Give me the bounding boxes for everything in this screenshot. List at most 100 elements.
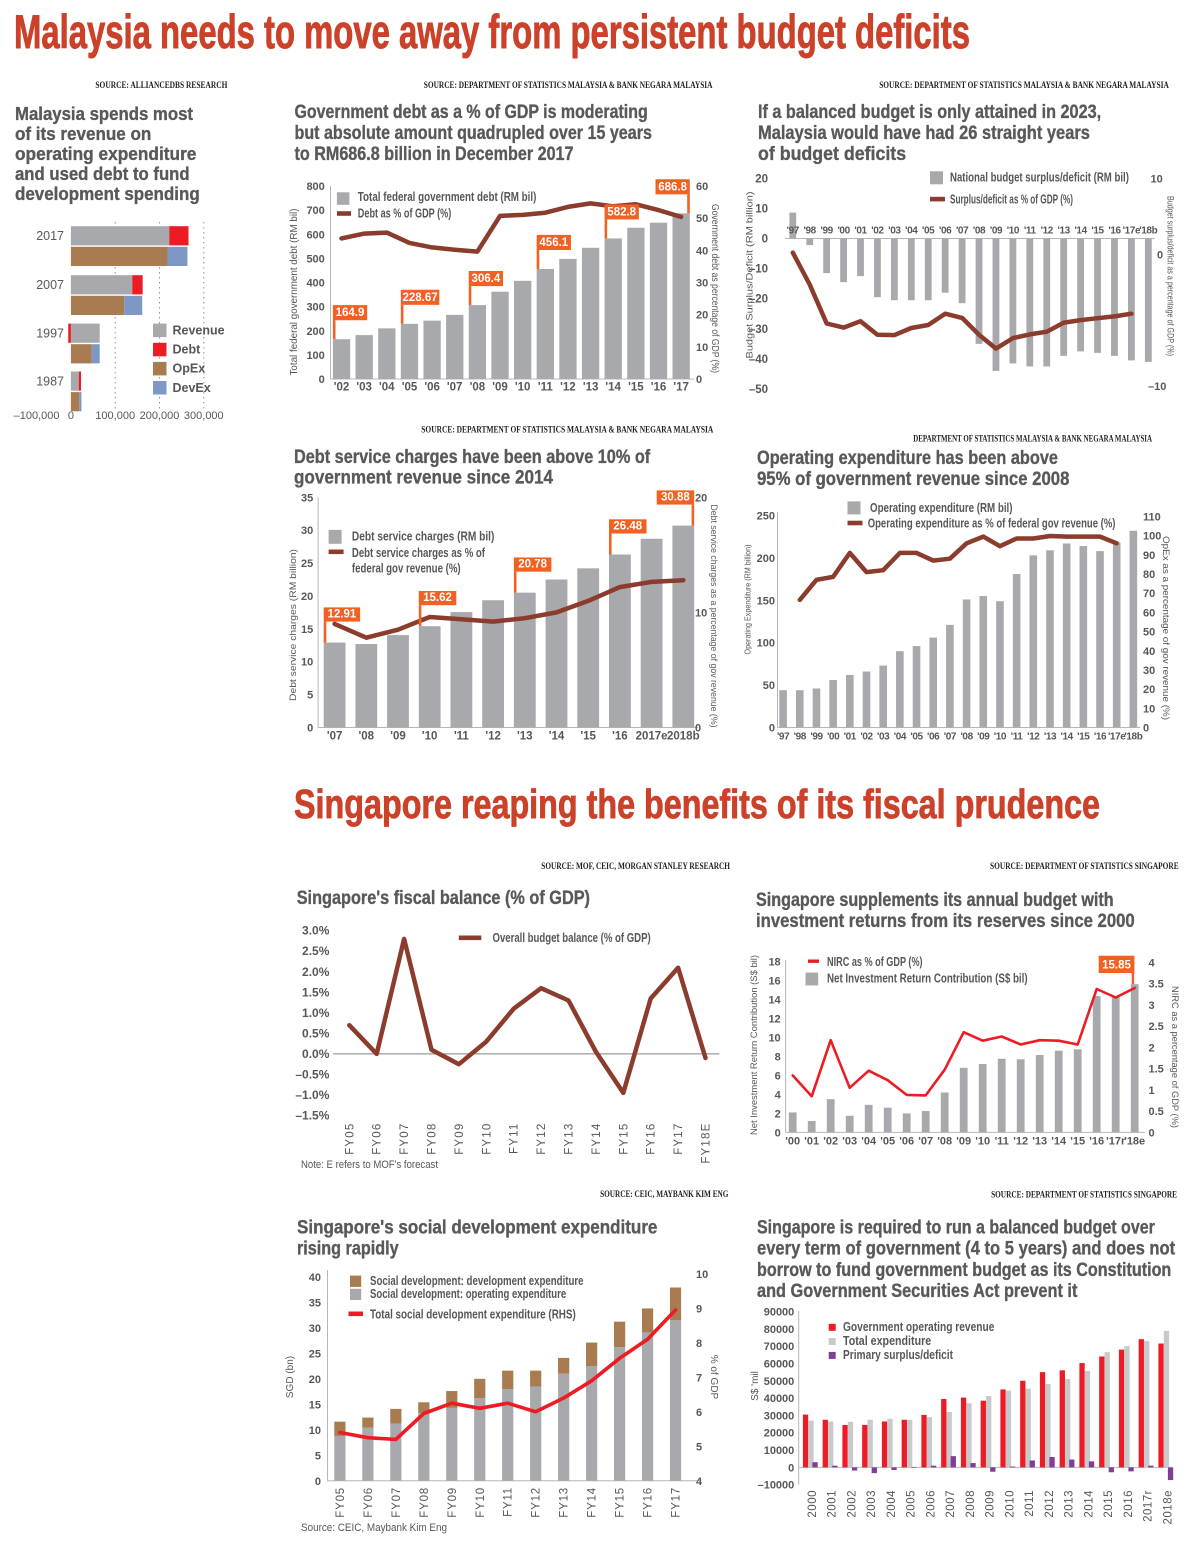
svg-text:FY08: FY08 (419, 1487, 431, 1518)
svg-text:'16: '16 (651, 382, 667, 394)
svg-text:'10: '10 (975, 1136, 990, 1148)
svg-text:'05: '05 (922, 226, 935, 237)
svg-text:'97: '97 (787, 226, 800, 237)
svg-text:–0.5%: –0.5% (295, 1067, 329, 1081)
svg-text:–50: –50 (749, 384, 768, 396)
svg-text:'13: '13 (1044, 732, 1057, 743)
svg-text:FY10: FY10 (481, 1123, 493, 1155)
svg-text:'10: '10 (422, 731, 438, 743)
svg-text:12: 12 (768, 1013, 780, 1025)
svg-text:NIRC as a percentage of GDP (%: NIRC as a percentage of GDP (%) (1169, 986, 1180, 1128)
svg-text:FY06: FY06 (372, 1123, 384, 1155)
svg-text:Debt service charges (RM billi: Debt service charges (RM billion) (288, 549, 299, 701)
svg-text:'15: '15 (1070, 1136, 1085, 1148)
svg-text:1.5%: 1.5% (302, 985, 330, 999)
svg-text:0: 0 (1157, 250, 1163, 262)
svg-text:'08: '08 (937, 1136, 952, 1148)
svg-text:Source: CEIC, Maybank Kim Eng: Source: CEIC, Maybank Kim Eng (301, 1522, 447, 1534)
svg-text:FY08: FY08 (427, 1123, 439, 1155)
svg-text:FY12: FY12 (531, 1487, 543, 1518)
svg-text:operating expenditure: operating expenditure (15, 143, 196, 164)
svg-text:Social development: operating: Social development: operating expenditur… (370, 1287, 566, 1301)
svg-text:every term of government (4 to: every term of government (4 to 5 years) … (757, 1239, 1176, 1260)
svg-text:government revenue since 2014: government revenue since 2014 (294, 468, 553, 489)
svg-text:'07: '07 (918, 1136, 933, 1148)
svg-text:Net Investment Return Contribu: Net Investment Return Contribution (S$ b… (827, 972, 1028, 986)
svg-text:FY18E: FY18E (701, 1123, 713, 1164)
svg-text:90000: 90000 (764, 1307, 795, 1319)
svg-text:14: 14 (768, 994, 781, 1006)
svg-text:FY11: FY11 (509, 1123, 521, 1154)
svg-text:borrow to fund government budg: borrow to fund government budget as its … (757, 1260, 1171, 1281)
svg-text:10: 10 (1151, 173, 1163, 185)
svg-text:7: 7 (696, 1372, 702, 1384)
svg-text:2.5: 2.5 (1149, 1021, 1164, 1033)
svg-text:Net Investment Return Contribu: Net Investment Return Contribution (S$ b… (749, 955, 760, 1135)
svg-text:'09: '09 (956, 1136, 971, 1148)
svg-text:Operating expenditure has been: Operating expenditure has been above (757, 448, 1058, 469)
svg-text:Budget Surplus/Deficit (RM bil: Budget Surplus/Deficit (RM billion) (745, 192, 756, 359)
svg-text:'00: '00 (785, 1136, 800, 1148)
svg-text:0: 0 (1143, 723, 1149, 735)
svg-text:'09: '09 (977, 732, 990, 743)
svg-text:SOURCE: DEPARTMENT OF STATISTI: SOURCE: DEPARTMENT OF STATISTICS MALAYSI… (421, 424, 713, 434)
svg-text:2009: 2009 (985, 1490, 997, 1518)
svg-text:of budget deficits: of budget deficits (758, 144, 906, 165)
svg-text:'03: '03 (842, 1136, 857, 1148)
svg-text:2006: 2006 (925, 1490, 937, 1518)
svg-text:80000: 80000 (764, 1324, 795, 1336)
svg-text:OpEx: OpEx (173, 362, 206, 376)
svg-text:Total federal government debt: Total federal government debt (RM bil) (358, 190, 537, 204)
svg-text:'11: '11 (1011, 732, 1024, 743)
svg-text:'11: '11 (995, 1136, 1009, 1148)
svg-text:110: 110 (1143, 512, 1161, 524)
svg-text:'16: '16 (1108, 226, 1121, 237)
svg-text:0: 0 (68, 410, 74, 422)
svg-text:400: 400 (306, 278, 324, 290)
svg-text:'17e: '17e (1123, 226, 1141, 237)
svg-text:OpEx as a percentage of gov r: OpEx as a percentage of gov revenue (%) (1160, 536, 1171, 720)
svg-text:'03: '03 (356, 382, 372, 394)
svg-text:Debt: Debt (173, 343, 202, 357)
svg-text:'14: '14 (1061, 732, 1074, 743)
svg-text:FY09: FY09 (447, 1487, 459, 1518)
svg-text:'02: '02 (334, 382, 350, 394)
svg-text:16: 16 (768, 975, 780, 987)
svg-text:60: 60 (696, 181, 708, 193)
svg-text:40: 40 (1143, 646, 1155, 658)
svg-text:FY11: FY11 (503, 1487, 515, 1517)
svg-text:Revenue: Revenue (173, 323, 225, 337)
svg-text:10000: 10000 (764, 1445, 795, 1457)
svg-text:'04: '04 (379, 382, 395, 394)
svg-text:'15: '15 (1077, 732, 1090, 743)
svg-text:'18b: '18b (1139, 226, 1157, 237)
svg-text:Singapore's fiscal balance (%: Singapore's fiscal balance (% of GDP) (297, 888, 590, 909)
svg-text:'08: '08 (973, 226, 986, 237)
svg-text:2017: 2017 (36, 229, 64, 243)
svg-text:0.5%: 0.5% (302, 1026, 330, 1040)
svg-text:8: 8 (696, 1338, 702, 1350)
svg-text:2002: 2002 (846, 1490, 858, 1518)
svg-text:development spending: development spending (15, 183, 200, 204)
svg-text:40: 40 (309, 1272, 321, 1284)
svg-text:FY14: FY14 (587, 1487, 599, 1518)
svg-text:50: 50 (1143, 627, 1155, 639)
svg-text:0.0%: 0.0% (302, 1047, 330, 1061)
svg-text:60000: 60000 (764, 1358, 795, 1370)
svg-text:15.85: 15.85 (1102, 960, 1131, 972)
svg-text:'17: '17 (673, 382, 689, 394)
svg-text:'04: '04 (905, 226, 918, 237)
svg-text:10: 10 (768, 1032, 780, 1044)
svg-text:70000: 70000 (764, 1341, 795, 1353)
svg-text:Debt service charges as a per: Debt service charges as a percentage of … (708, 505, 719, 728)
svg-text:3.5: 3.5 (1149, 979, 1164, 991)
svg-text:2.5%: 2.5% (302, 944, 330, 958)
svg-text:Malaysia needs to move away fr: Malaysia needs to move away from persist… (14, 5, 970, 58)
svg-text:1: 1 (1149, 1085, 1155, 1097)
svg-text:Budget surplus/deficit as a pe: Budget surplus/deficit as a percentage o… (1165, 196, 1176, 356)
svg-text:100,000: 100,000 (95, 410, 135, 422)
svg-text:FY05: FY05 (344, 1123, 356, 1155)
svg-text:'11: '11 (1024, 226, 1037, 237)
svg-text:'10: '10 (1007, 226, 1020, 237)
svg-text:'09: '09 (492, 382, 508, 394)
